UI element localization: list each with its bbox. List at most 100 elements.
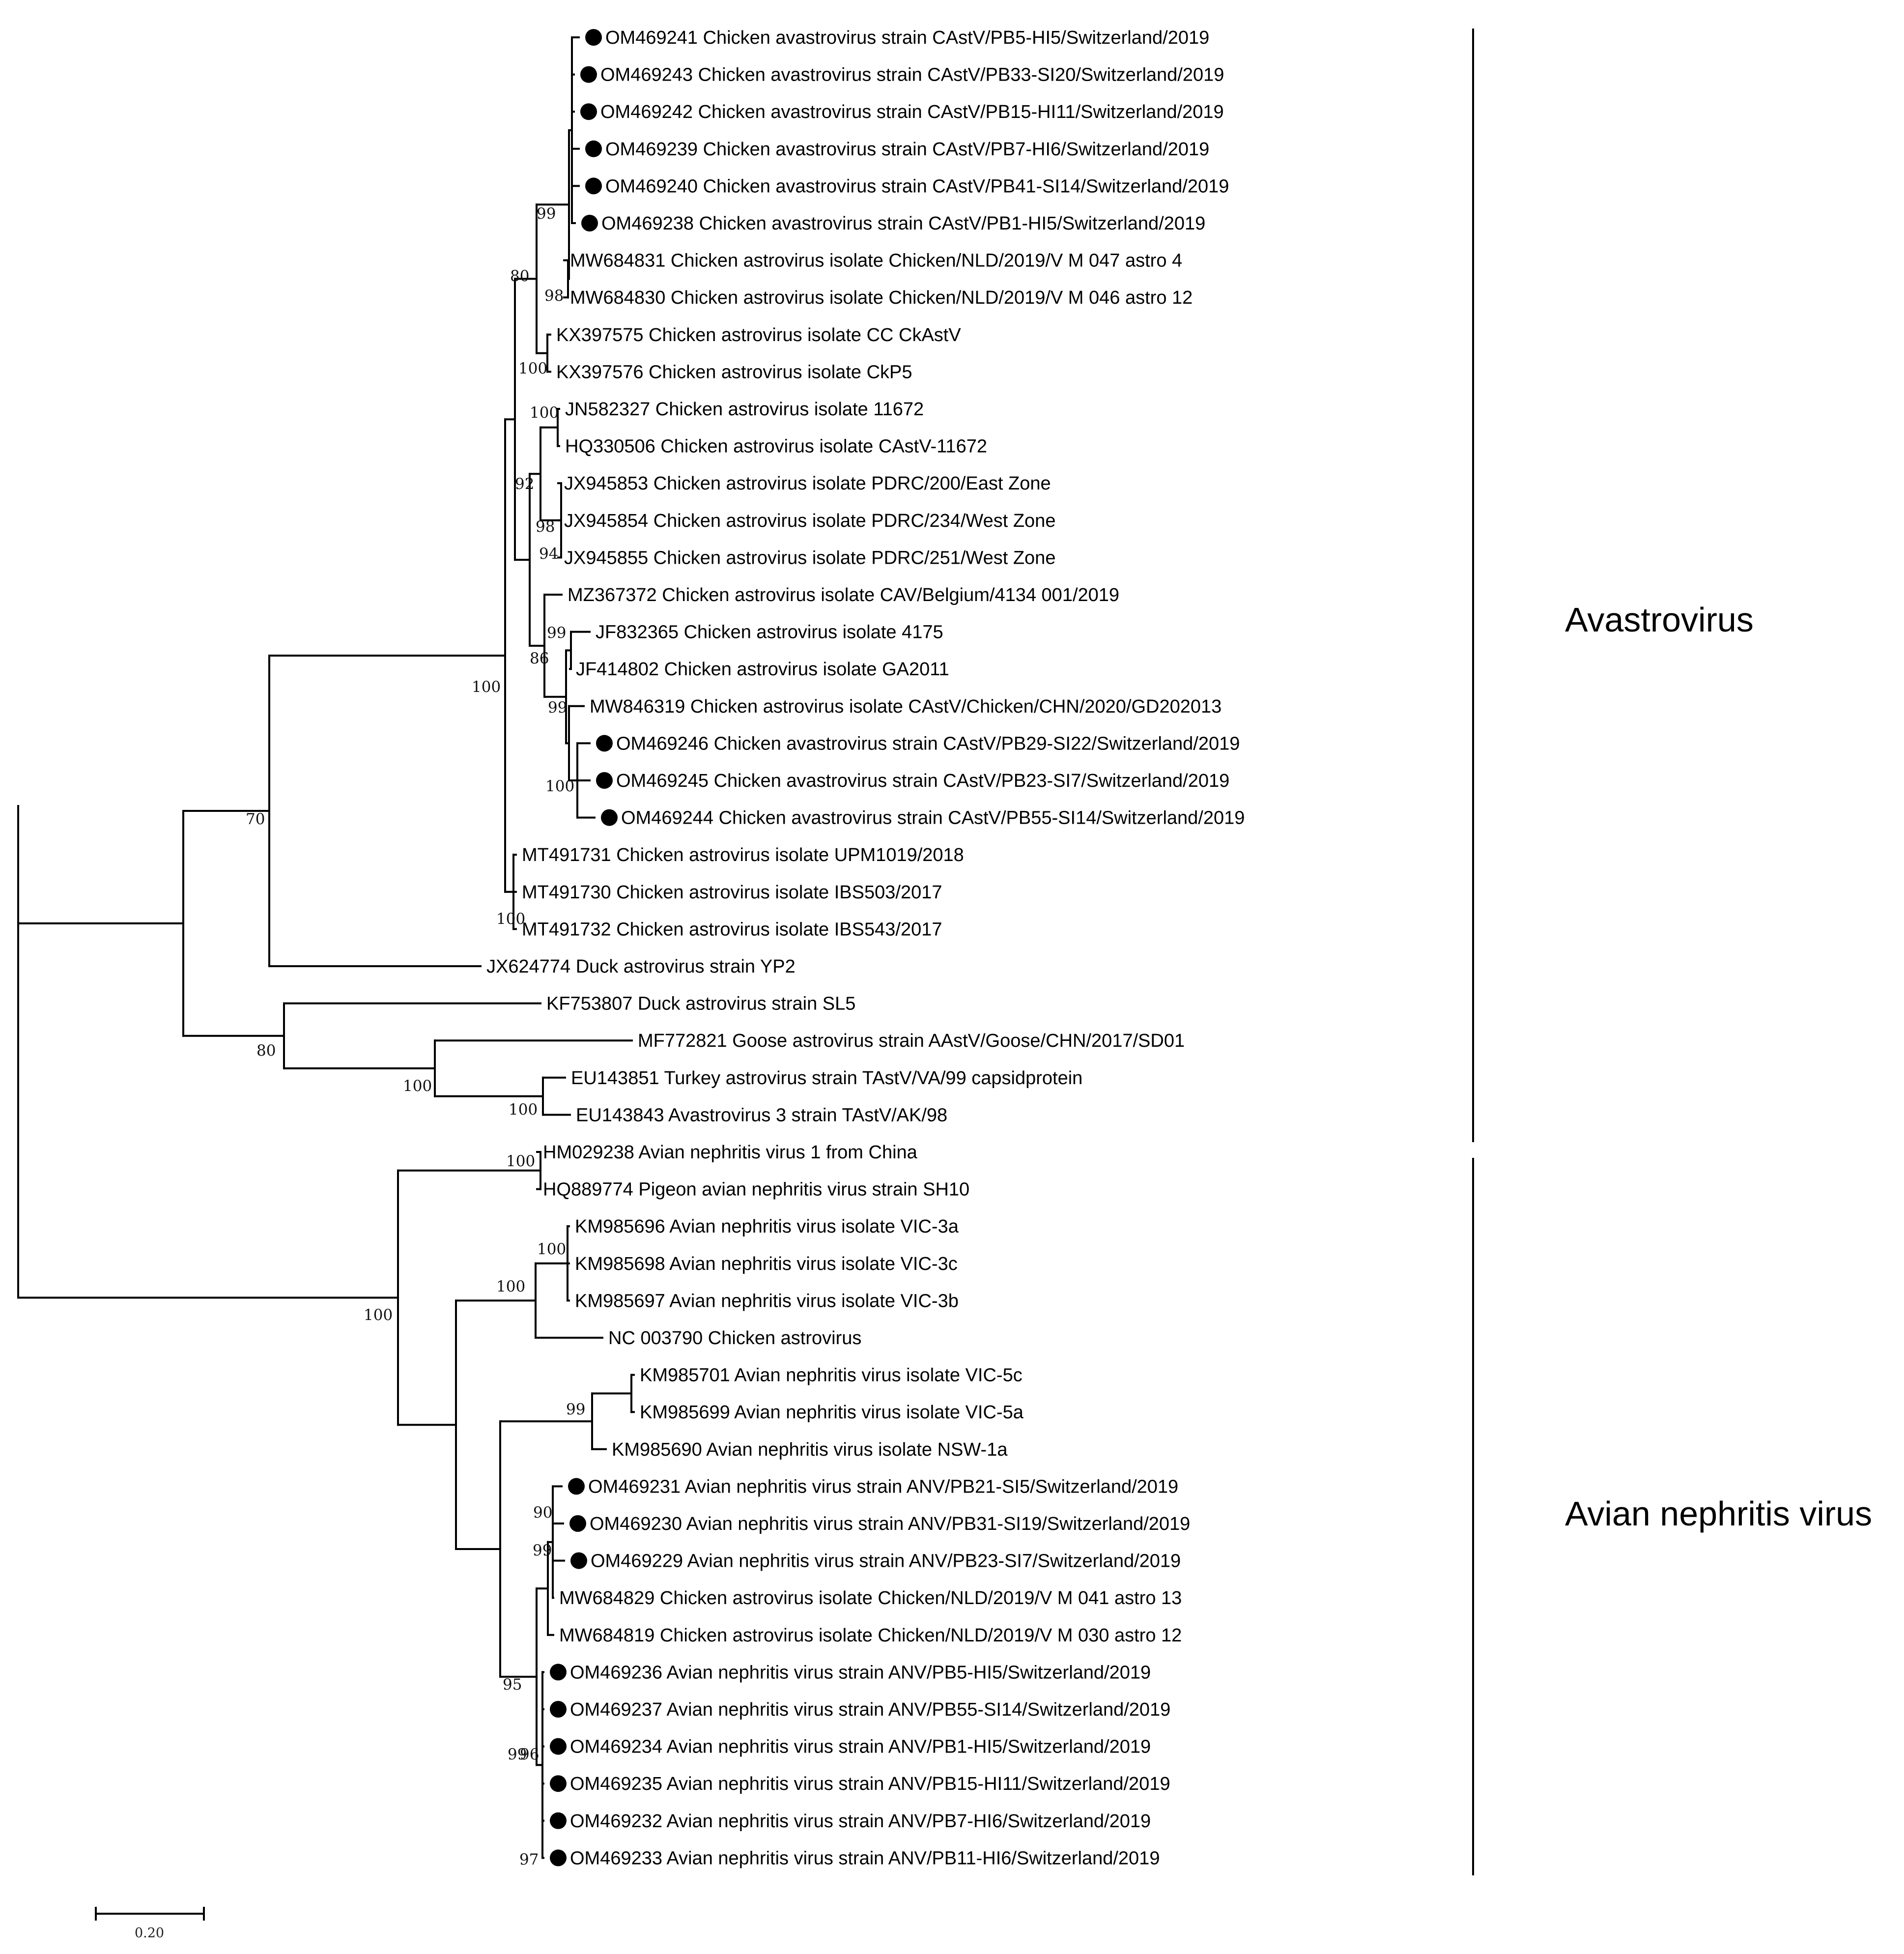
leaf-label: OM469242 Chicken avastrovirus strain CAs… <box>600 102 1224 122</box>
leaf-label: HM029238 Avian nephritis virus 1 from Ch… <box>543 1142 918 1163</box>
leaf-label: OM469246 Chicken avastrovirus strain CAs… <box>616 733 1240 754</box>
leaf-label: OM469240 Chicken avastrovirus strain CAs… <box>605 176 1229 197</box>
bootstrap-value: 96 <box>520 1746 539 1763</box>
leaf-label: OM469237 Avian nephritis virus strain AN… <box>570 1699 1170 1720</box>
leaf-label: MT491731 Chicken astrovirus isolate UPM1… <box>522 845 964 865</box>
bootstrap-value: 80 <box>256 1042 276 1060</box>
leaf-label: OM469235 Avian nephritis virus strain AN… <box>570 1774 1170 1794</box>
sample-marker-dot <box>570 1552 587 1569</box>
bootstrap-value: 99 <box>548 699 567 717</box>
leaf-label: JF832365 Chicken astrovirus isolate 4175 <box>596 622 943 643</box>
leaf-label: OM469245 Chicken avastrovirus strain CAs… <box>616 771 1229 791</box>
sample-marker-dot <box>596 772 613 789</box>
leaf-label: OM469233 Avian nephritis virus strain AN… <box>570 1848 1160 1868</box>
bootstrap-value: 100 <box>496 910 525 928</box>
leaf-label: MZ367372 Chicken astrovirus isolate CAV/… <box>568 585 1119 605</box>
bootstrap-value: 100 <box>364 1306 393 1324</box>
bootstrap-value: 100 <box>472 678 501 696</box>
sample-marker-dot <box>550 1812 567 1829</box>
leaf-label: JX945854 Chicken astrovirus isolate PDRC… <box>564 511 1055 531</box>
sample-marker-dot <box>580 66 597 83</box>
leaf-label: KF753807 Duck astrovirus strain SL5 <box>546 994 855 1014</box>
sample-marker-dot <box>550 1849 567 1867</box>
leaf-label: MT491732 Chicken astrovirus isolate IBS5… <box>522 919 942 940</box>
leaf-label: KM985696 Avian nephritis virus isolate V… <box>575 1216 959 1237</box>
bootstrap-value: 86 <box>530 650 549 667</box>
bootstrap-value: 100 <box>545 777 574 795</box>
leaf-label: OM469244 Chicken avastrovirus strain CAs… <box>621 808 1245 829</box>
leaf-label: JN582327 Chicken astrovirus isolate 1167… <box>565 399 924 420</box>
sample-marker-dot <box>580 103 597 120</box>
sample-marker-dot <box>568 1478 585 1495</box>
leaf-label: KX397576 Chicken astrovirus isolate CkP5 <box>556 362 912 382</box>
leaf-label: JF414802 Chicken astrovirus isolate GA20… <box>576 659 949 680</box>
clade-avian-nephritis-virus: Avian nephritis virus <box>1472 1158 1872 1875</box>
leaf-label: OM469234 Avian nephritis virus strain AN… <box>570 1737 1151 1757</box>
leaf-label: KM985701 Avian nephritis virus isolate V… <box>640 1365 1023 1386</box>
clade-label-avian-nephritis-virus: Avian nephritis virus <box>1565 1494 1872 1533</box>
leaf-label: MW684831 Chicken astrovirus isolate Chic… <box>570 251 1182 271</box>
leaf-label: KM985690 Avian nephritis virus isolate N… <box>612 1439 1008 1460</box>
leaf-label: MW684830 Chicken astrovirus isolate Chic… <box>570 287 1193 308</box>
leaf-label: KX397575 Chicken astrovirus isolate CC C… <box>556 325 961 345</box>
leaf-label: OM469229 Avian nephritis virus strain AN… <box>591 1551 1181 1572</box>
bootstrap-value: 90 <box>533 1504 552 1522</box>
bootstrap-value: 100 <box>518 360 547 377</box>
leaf-label: HQ889774 Pigeon avian nephritis virus st… <box>543 1179 969 1200</box>
bootstrap-value: 95 <box>503 1676 522 1694</box>
leaf-label: JX624774 Duck astrovirus strain YP2 <box>486 956 796 977</box>
leaf-label: OM469239 Chicken avastrovirus strain CAs… <box>605 139 1209 160</box>
leaf-label: NC 003790 Chicken astrovirus <box>608 1328 861 1349</box>
leaf-label: OM469231 Avian nephritis virus strain AN… <box>588 1476 1178 1497</box>
leaf-label: OM469241 Chicken avastrovirus strain CAs… <box>605 28 1209 48</box>
sample-marker-dot <box>596 735 613 752</box>
leaf-label: MW684819 Chicken astrovirus isolate Chic… <box>559 1625 1182 1646</box>
leaf-label: JX945853 Chicken astrovirus isolate PDRC… <box>564 473 1051 494</box>
leaf-labels: OM469241 Chicken avastrovirus strain CAs… <box>486 28 1245 1868</box>
leaf-label: OM469238 Chicken avastrovirus strain CAs… <box>601 213 1205 234</box>
bootstrap-value: 100 <box>530 404 559 422</box>
sample-marker-dot <box>585 140 602 157</box>
leaf-label: OM469230 Avian nephritis virus strain AN… <box>590 1514 1190 1534</box>
bootstrap-value: 80 <box>510 267 529 285</box>
bootstrap-value: 98 <box>544 287 564 305</box>
leaf-label: MT491730 Chicken astrovirus isolate IBS5… <box>522 882 942 903</box>
sample-marker-dot <box>550 1701 567 1718</box>
sample-marker-dot <box>601 809 618 826</box>
bootstrap-value: 92 <box>515 475 534 493</box>
leaf-label: KM985697 Avian nephritis virus isolate V… <box>575 1291 959 1311</box>
leaf-label: JX945855 Chicken astrovirus isolate PDRC… <box>564 547 1055 568</box>
sample-marker-dot <box>550 1738 567 1755</box>
leaf-label: MW684829 Chicken astrovirus isolate Chic… <box>559 1588 1182 1609</box>
sample-marker-dot <box>550 1775 567 1792</box>
bootstrap-labels: 99 80 98 100 100 92 98 94 99 86 99 100 100 100 70 80 100… <box>246 205 585 1868</box>
bootstrap-value: 99 <box>566 1401 585 1418</box>
bootstrap-value: 99 <box>537 205 556 223</box>
leaf-label: OM469232 Avian nephritis virus strain AN… <box>570 1811 1151 1832</box>
leaf-label: KM985698 Avian nephritis virus isolate V… <box>575 1254 958 1274</box>
leaf-label: OM469236 Avian nephritis virus strain AN… <box>570 1662 1151 1683</box>
clade-avastrovirus: Avastrovirus <box>1472 29 1754 1142</box>
leaf-label: EU143851 Turkey astrovirus strain TAstV/… <box>571 1068 1082 1089</box>
sample-marker-dot <box>581 215 598 231</box>
bootstrap-value: 99 <box>547 624 566 642</box>
leaf-label: EU143843 Avastrovirus 3 strain TAstV/AK/… <box>576 1105 947 1125</box>
leaf-label: MW846319 Chicken astrovirus isolate CAst… <box>590 696 1222 717</box>
sample-marker-dot <box>550 1664 567 1681</box>
sample-marker-dot <box>585 177 602 195</box>
leaf-label: KM985699 Avian nephritis virus isolate V… <box>640 1402 1024 1423</box>
bootstrap-value: 100 <box>537 1240 566 1258</box>
bootstrap-value: 100 <box>509 1101 538 1119</box>
bootstrap-value: 100 <box>496 1278 525 1295</box>
bootstrap-value: 70 <box>246 810 265 828</box>
bootstrap-value: 100 <box>403 1077 432 1095</box>
bootstrap-value: 100 <box>506 1152 535 1170</box>
bootstrap-value: 99 <box>533 1542 552 1559</box>
bootstrap-value: 98 <box>536 518 555 536</box>
scale-bar-label: 0.20 <box>135 1925 164 1941</box>
sample-markers <box>550 29 618 1867</box>
sample-marker-dot <box>569 1515 586 1532</box>
clade-label-avastrovirus: Avastrovirus <box>1565 601 1754 639</box>
leaf-label: HQ330506 Chicken astrovirus isolate CAst… <box>565 436 987 457</box>
